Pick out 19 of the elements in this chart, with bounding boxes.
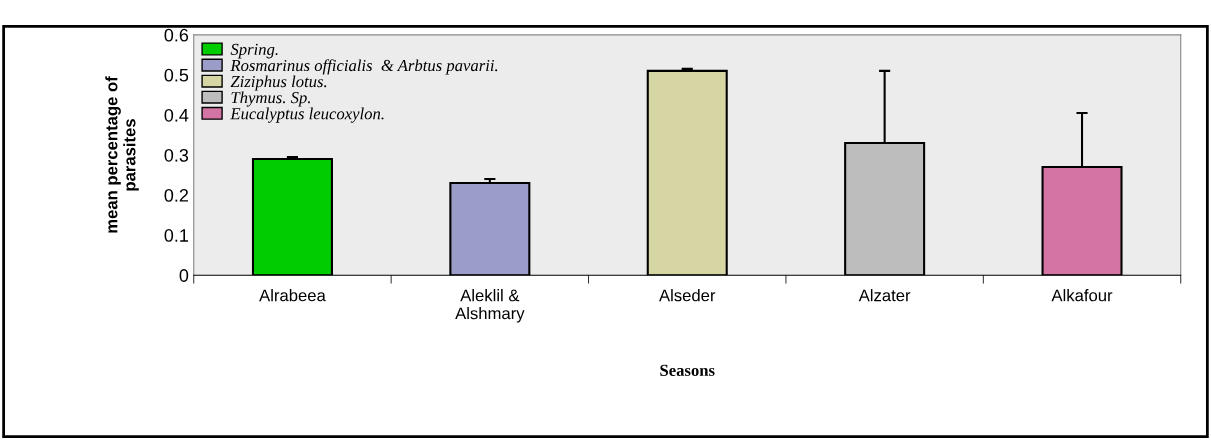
x-tick-label: Alseder	[659, 289, 716, 302]
x-tick-label: Alkafour	[1051, 289, 1113, 302]
legend-label: Thymus. Sp.	[231, 91, 310, 107]
y-tick-label: 0.3	[164, 148, 189, 162]
y-tick-label: 0.4	[164, 108, 189, 122]
y-tick-label: 0.6	[164, 28, 189, 42]
y-axis-title: mean percentage of parasites	[105, 76, 139, 233]
x-axis-title: Seasons	[660, 364, 715, 376]
y-tick-label: 0.1	[164, 229, 189, 242]
legend-label: Rosmarinus officialis & Arbtus pavarii.	[230, 59, 498, 75]
legend-label: Ziziphus lotus.	[230, 75, 327, 91]
y-tick-label: 0.2	[164, 189, 188, 202]
y-tick-label: 0.5	[164, 68, 189, 82]
x-tick-label: Aleklil & Alshmary	[455, 289, 525, 323]
legend-label: Spring.	[230, 43, 278, 59]
x-tick-label: Alzater	[858, 289, 911, 302]
legend-label: Eucalyptus leucoxylon.	[230, 107, 384, 123]
y-tick-label: 0	[179, 269, 189, 282]
x-tick-label: Alrabeea	[259, 289, 326, 302]
